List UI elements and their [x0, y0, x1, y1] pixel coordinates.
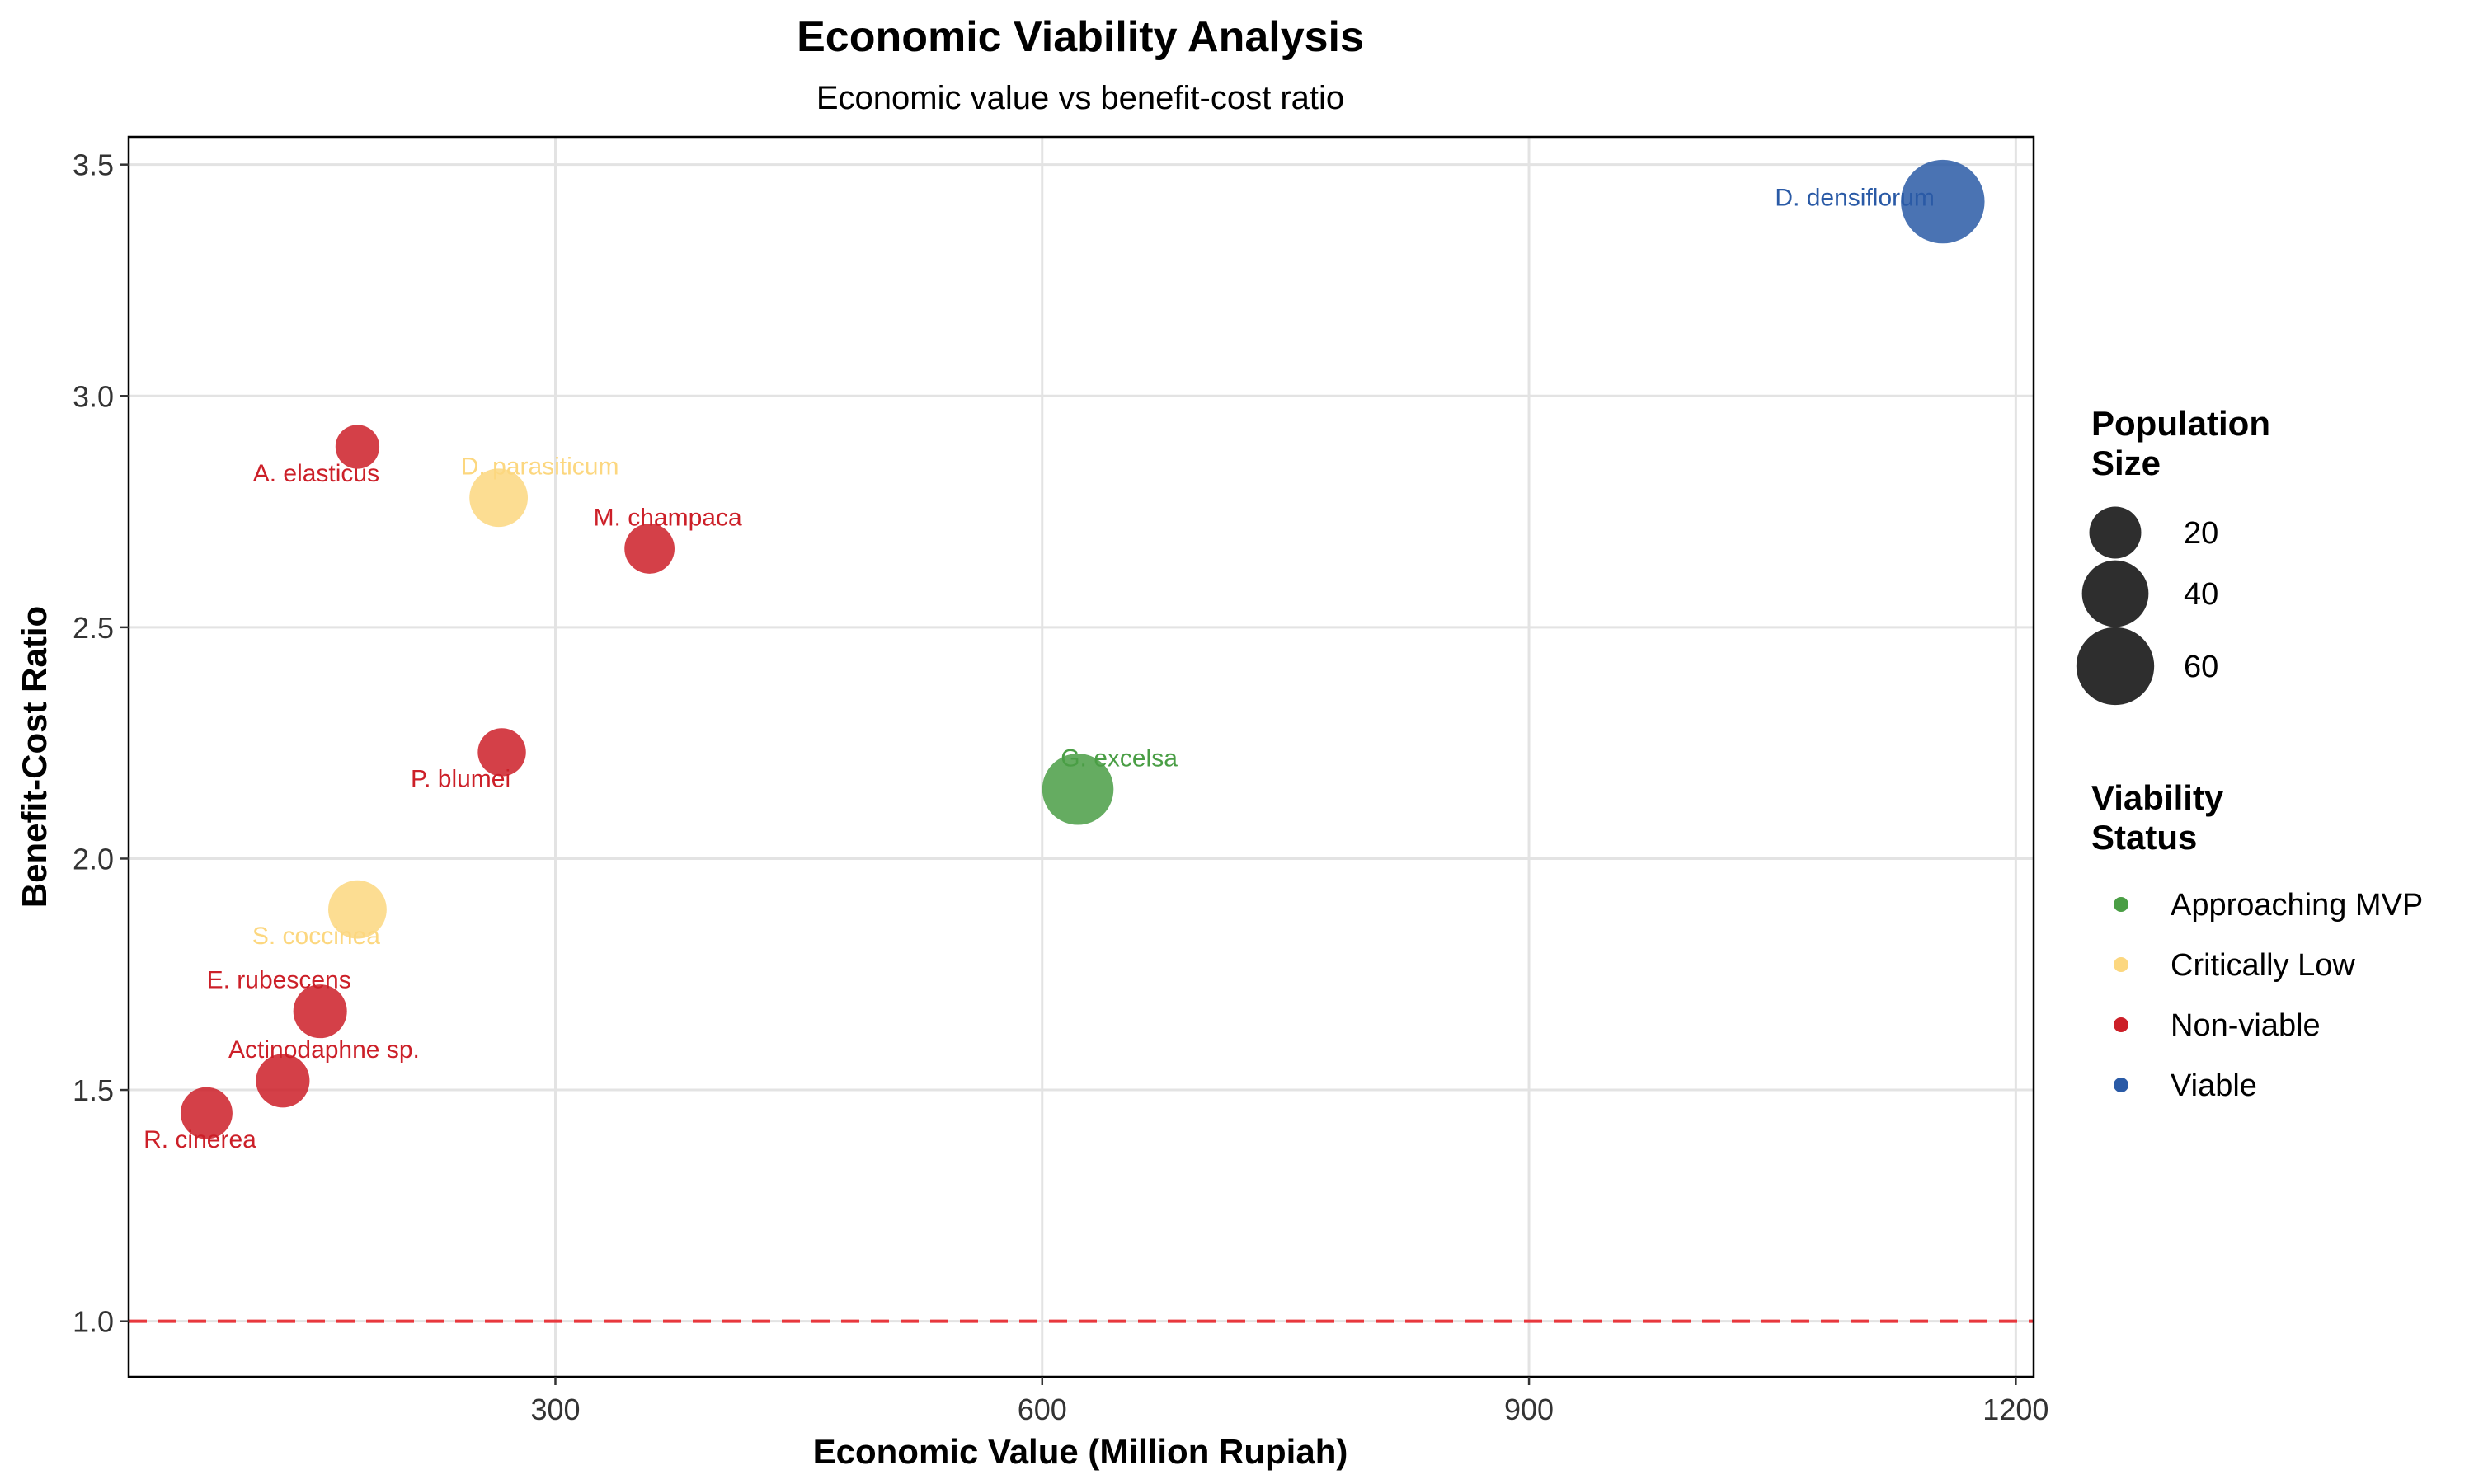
point-label: D. parasiticum [461, 453, 619, 481]
color-legend-title-line-1: Viability [2091, 778, 2224, 817]
data-point [256, 1054, 310, 1108]
point-label: P. blumei [411, 765, 510, 792]
color-legend-key [2114, 1078, 2128, 1092]
color-legend-label: Critically Low [2171, 948, 2355, 983]
y-tick-label: 2.0 [73, 842, 114, 876]
point-labels: D. densiflorum G. excelsa D. parasiticum S.… [143, 185, 1935, 1154]
point-label: D. densiflorum [1775, 185, 1934, 212]
size-legend-items: 20 40 60 [2076, 506, 2218, 706]
color-legend-items: Approaching MVP Critically Low Non-viable V… [2114, 888, 2423, 1103]
x-tick-label: 600 [1018, 1392, 1067, 1426]
color-legend-key [2114, 957, 2128, 972]
color-legend-title: Viability Status [2091, 778, 2233, 857]
point-label: Actinodaphne sp. [228, 1036, 420, 1064]
y-tick-label: 3.5 [73, 148, 114, 182]
size-legend-key [2076, 627, 2155, 706]
data-point [293, 984, 347, 1039]
color-legend-label: Viable [2171, 1068, 2257, 1103]
x-tick-label: 300 [530, 1392, 580, 1426]
size-legend-title: Population Size [2091, 404, 2280, 482]
data-point [469, 468, 529, 528]
plot-border [127, 135, 2035, 1378]
y-axis-ticks: 1.0 1.5 2.0 2.5 3.0 3.5 [73, 148, 129, 1339]
y-tick-label: 1.0 [73, 1305, 114, 1339]
color-legend-key [2114, 897, 2128, 912]
x-axis-title: Economic Value (Million Rupiah) [813, 1432, 1348, 1471]
point-label: R. cinerea [143, 1126, 256, 1153]
size-legend-label: 60 [2184, 650, 2218, 684]
chart-title: Economic Viability Analysis [797, 13, 1364, 61]
size-legend: Population Size 20 40 60 [2076, 404, 2280, 706]
size-legend-title-line-2: Size [2091, 444, 2161, 482]
data-point [335, 425, 380, 469]
point-label: S. coccinea [252, 923, 380, 950]
size-legend-label: 20 [2184, 516, 2218, 551]
data-point [180, 1087, 233, 1139]
size-legend-label: 40 [2184, 577, 2218, 612]
data-point [477, 728, 526, 777]
points [180, 159, 1985, 1139]
data-point [624, 524, 675, 574]
data-point [328, 880, 387, 939]
point-label: E. rubescens [207, 967, 351, 994]
point-label: G. excelsa [1061, 744, 1178, 772]
point-label: A. elasticus [253, 460, 379, 487]
color-legend-label: Non-viable [2171, 1008, 2321, 1043]
data-point [1042, 754, 1114, 825]
color-legend-title-line-2: Status [2091, 818, 2197, 857]
size-legend-key [2081, 560, 2149, 627]
color-legend: Viability Status Approaching MVP Critical… [2091, 778, 2423, 1103]
color-legend-key [2114, 1017, 2128, 1032]
y-axis-title: Benefit-Cost Ratio [15, 606, 54, 908]
y-tick-label: 1.5 [73, 1073, 114, 1107]
data-point [1901, 159, 1985, 244]
x-axis-ticks: 300 600 900 1200 [530, 1377, 2048, 1426]
y-tick-label: 3.0 [73, 379, 114, 413]
size-legend-title-line-1: Population [2091, 404, 2270, 443]
x-tick-label: 1200 [1982, 1392, 2048, 1426]
x-tick-label: 900 [1504, 1392, 1554, 1426]
y-tick-label: 2.5 [73, 611, 114, 645]
grid [129, 137, 2034, 1377]
chart-subtitle: Economic value vs benefit-cost ratio [816, 80, 1344, 116]
point-label: M. champaca [594, 504, 742, 531]
size-legend-key [2089, 506, 2142, 559]
color-legend-label: Approaching MVP [2171, 888, 2423, 923]
